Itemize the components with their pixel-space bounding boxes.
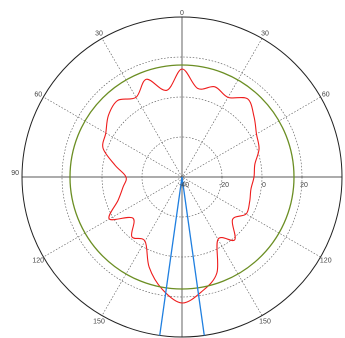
radial-tick-label-3: 20	[300, 182, 308, 189]
angle-tick-label-2: 30	[261, 31, 269, 38]
angle-tick-label-5: 90	[11, 170, 19, 177]
radial-tick-label-1: -20	[219, 182, 229, 189]
angle-tick-label-1: 30	[95, 31, 103, 38]
radial-tick-label-2: 0	[262, 182, 266, 189]
angle-tick-label-4: 60	[322, 92, 330, 99]
angle-tick-label-3: 60	[34, 92, 42, 99]
beam-edge-line-1	[181, 176, 205, 336]
plot-series	[69, 64, 295, 336]
angle-tick-label-7: 120	[32, 258, 44, 265]
angle-tick-label-0: 0	[180, 10, 184, 17]
angle-tick-label-9: 150	[93, 318, 105, 325]
reference-level-circle	[69, 64, 295, 290]
beam-edge-line-0	[159, 176, 183, 336]
outer-ring	[21, 16, 343, 338]
angle-tick-label-10: 150	[259, 318, 271, 325]
angle-tick-label-8: 120	[320, 258, 332, 265]
radial-tick-label-0: -40	[179, 182, 189, 189]
